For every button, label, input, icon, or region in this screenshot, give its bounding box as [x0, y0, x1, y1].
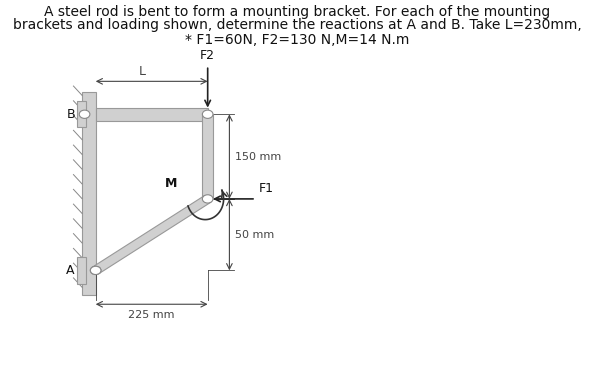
Bar	[77, 257, 86, 283]
Bar	[203, 114, 213, 199]
Text: * F1=60N, F2=130 N,M=14 N.m: * F1=60N, F2=130 N,M=14 N.m	[185, 33, 409, 47]
Circle shape	[203, 195, 213, 203]
Text: B: B	[67, 108, 75, 121]
Bar	[82, 92, 96, 295]
Text: 50 mm: 50 mm	[235, 230, 274, 240]
Polygon shape	[92, 196, 211, 274]
Bar	[77, 101, 86, 127]
Text: F2: F2	[200, 49, 215, 61]
Text: 150 mm: 150 mm	[235, 152, 282, 161]
Text: 225 mm: 225 mm	[128, 310, 175, 320]
Text: A: A	[67, 264, 75, 277]
Text: F1: F1	[258, 182, 273, 195]
Text: M: M	[165, 177, 177, 190]
Circle shape	[79, 110, 90, 118]
Circle shape	[203, 110, 213, 118]
Circle shape	[90, 266, 101, 274]
Text: brackets and loading shown, determine the reactions at A and B. Take L=230mm,: brackets and loading shown, determine th…	[12, 18, 582, 32]
Circle shape	[90, 266, 101, 274]
Text: L: L	[138, 65, 146, 78]
Bar	[96, 108, 208, 121]
Text: A steel rod is bent to form a mounting bracket. For each of the mounting: A steel rod is bent to form a mounting b…	[44, 5, 550, 19]
